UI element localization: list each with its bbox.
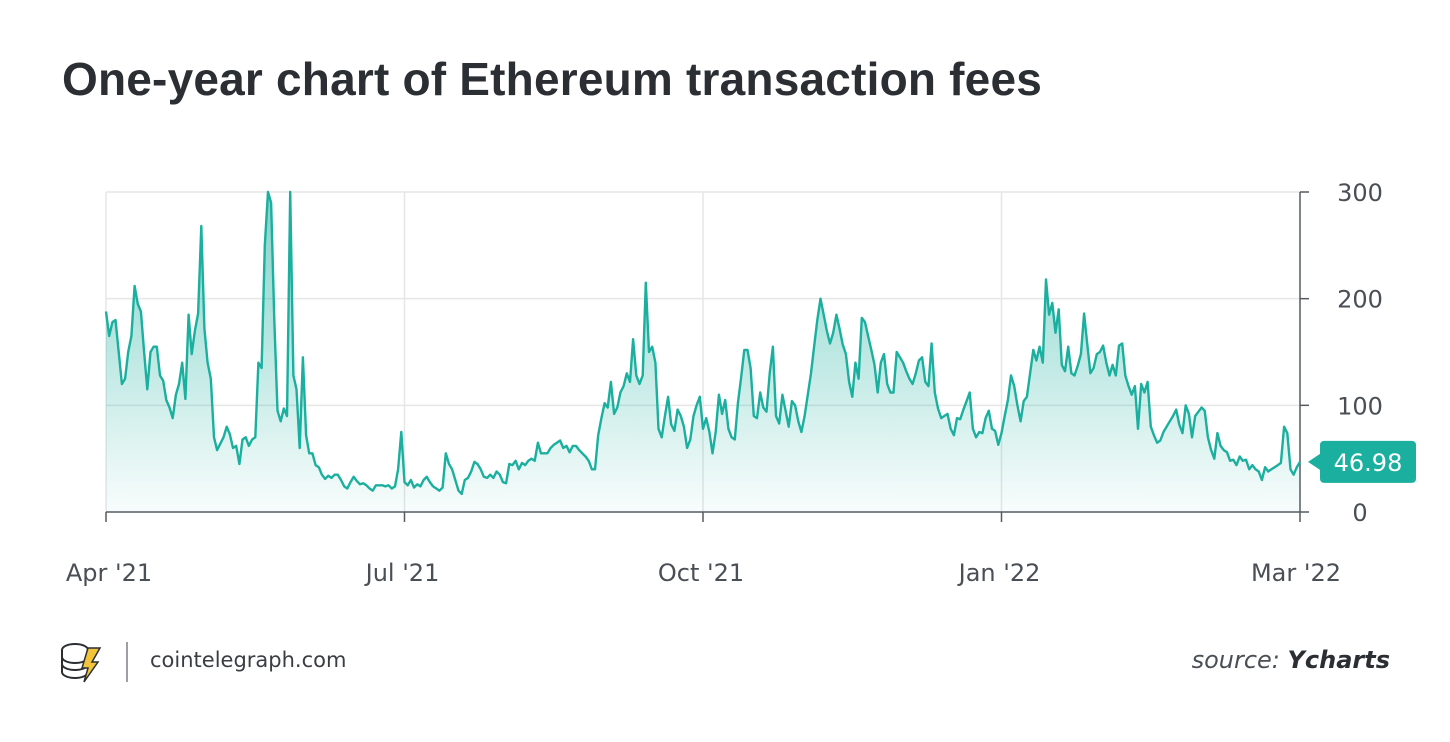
badge-pointer: [1308, 453, 1320, 470]
last-value-badge: 46.98: [1308, 440, 1416, 483]
y-tick-label: 200: [1337, 286, 1383, 314]
source-credit: source: Ycharts: [1192, 646, 1390, 674]
x-tick-label: Jul '21: [364, 559, 440, 587]
y-tick-label: 0: [1352, 499, 1367, 527]
footer-brand[interactable]: cointelegraph.com: [150, 648, 347, 672]
cointelegraph-coins-icon: [61, 643, 102, 683]
tick-labels: 0 100 200 300 Apr '21 Jul '21 Oct '21 Jan '22 Ma…: [66, 179, 1383, 587]
badge-box: [1320, 440, 1416, 483]
last-value-label: 46.98: [1334, 449, 1403, 477]
x-tick-label: Mar '22: [1251, 559, 1341, 587]
page-title: One-year chart of Ethereum transaction f…: [62, 53, 1043, 105]
x-tick-label: Apr '21: [66, 559, 152, 587]
y-tick-label: 100: [1337, 392, 1383, 420]
footer-divider: [126, 642, 128, 682]
x-tick-label: Jan '22: [957, 559, 1041, 587]
series-line: [104, 190, 1302, 496]
y-tick-label: 300: [1337, 179, 1383, 207]
x-tick-label: Oct '21: [658, 559, 744, 587]
series-area: [106, 192, 1300, 512]
source-name: Ycharts: [1287, 646, 1390, 674]
source-prefix: source:: [1191, 646, 1280, 674]
